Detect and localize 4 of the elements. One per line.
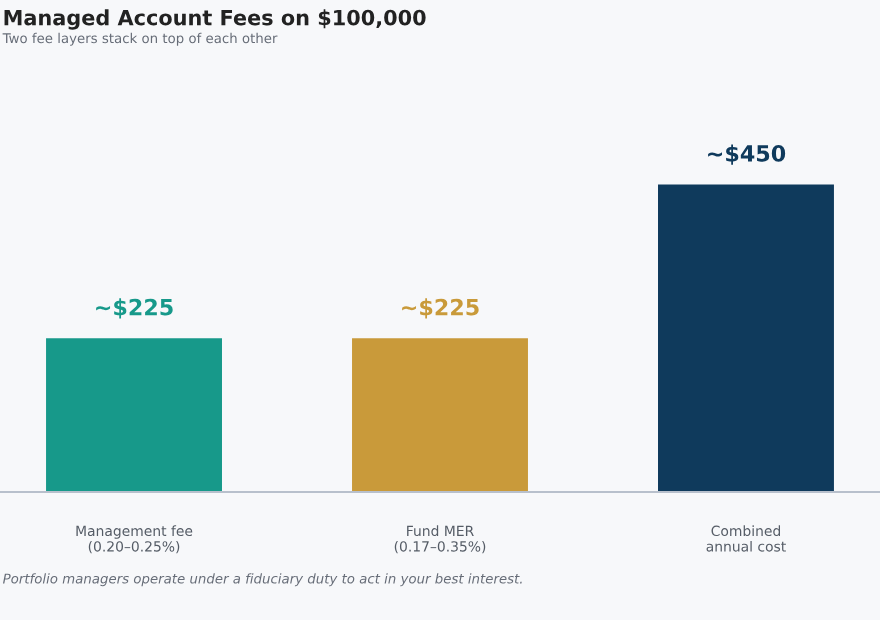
data-label: ~$225: [402, 298, 479, 319]
data-label: ~$225: [96, 298, 173, 319]
chart-title: Managed Account Fees on $100,000: [4, 9, 426, 30]
data-label: ~$450: [708, 144, 786, 165]
